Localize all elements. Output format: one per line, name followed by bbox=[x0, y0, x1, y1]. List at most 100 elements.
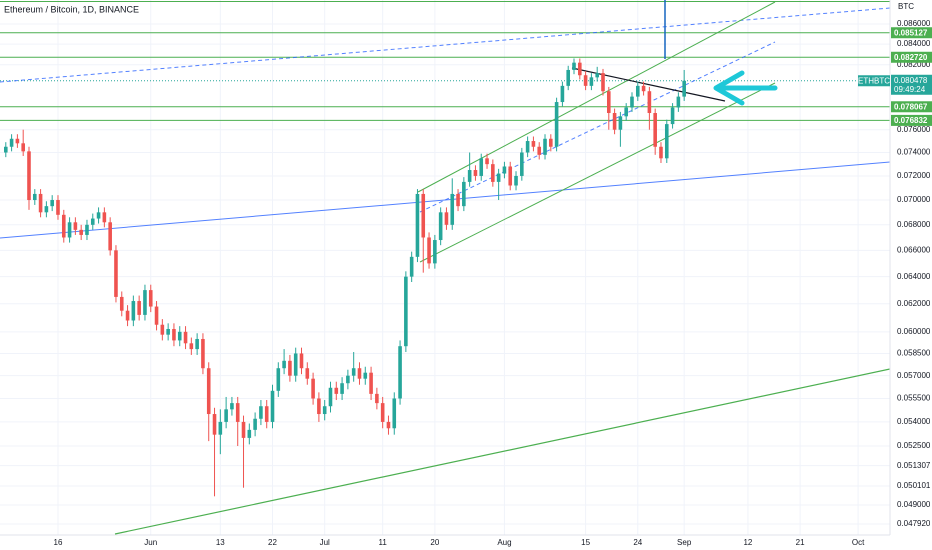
candle-body bbox=[630, 96, 634, 108]
candle-body bbox=[525, 141, 530, 153]
candle-body bbox=[560, 85, 565, 103]
candle-body bbox=[473, 170, 478, 176]
candle-body bbox=[154, 306, 159, 325]
x-tick-label: 11 bbox=[379, 538, 388, 547]
level-label: 0.078067 bbox=[894, 102, 928, 111]
levels bbox=[0, 0, 890, 535]
x-tick-label: 21 bbox=[796, 538, 805, 547]
symbol-tag bbox=[858, 75, 890, 87]
candle-body bbox=[583, 75, 588, 86]
candle-body bbox=[409, 256, 414, 277]
candle-body bbox=[102, 212, 107, 223]
candle-body bbox=[38, 193, 43, 213]
candle-body bbox=[444, 212, 449, 225]
candle-body bbox=[380, 403, 385, 422]
candle-body bbox=[264, 406, 269, 422]
x-tick-label: 22 bbox=[268, 538, 277, 547]
candle-body bbox=[311, 378, 315, 399]
candle-body bbox=[398, 346, 402, 399]
candles bbox=[4, 58, 686, 497]
last-price-tag bbox=[891, 74, 932, 95]
candle-body bbox=[218, 421, 223, 435]
countdown-label: 09:49:24 bbox=[894, 85, 926, 94]
candle-body bbox=[183, 331, 188, 344]
y-tick-label: 0.060000 bbox=[897, 327, 931, 336]
x-tick-label: Jun bbox=[144, 538, 157, 547]
y-tick-label: 0.052500 bbox=[897, 441, 931, 450]
candle-body bbox=[56, 200, 60, 215]
y-tick-label: 0.086000 bbox=[897, 19, 931, 28]
y-tick-label: 0.054000 bbox=[897, 417, 931, 426]
candle-body bbox=[346, 375, 350, 384]
candle-body bbox=[496, 173, 501, 182]
candle-body bbox=[259, 406, 263, 419]
candle-body bbox=[143, 290, 147, 315]
candle-body bbox=[334, 387, 339, 394]
candle-body bbox=[549, 138, 553, 147]
x-tick-label: 15 bbox=[581, 538, 590, 547]
candle-body bbox=[148, 290, 153, 307]
y-tick-label: 0.070000 bbox=[897, 195, 931, 204]
y-tick-label: 0.064000 bbox=[897, 272, 931, 281]
candle-body bbox=[131, 301, 136, 321]
trend-line bbox=[114, 368, 891, 535]
channel-line bbox=[417, 1, 776, 193]
level-tag bbox=[891, 114, 932, 126]
candle-body bbox=[520, 152, 524, 176]
x-tick-label: 20 bbox=[430, 538, 439, 547]
candle-body bbox=[166, 328, 170, 335]
candle-body bbox=[624, 107, 628, 117]
candle-body bbox=[479, 158, 484, 176]
candle-body bbox=[595, 73, 599, 78]
candle-body bbox=[201, 338, 205, 369]
candle-body bbox=[467, 170, 472, 182]
candle-body bbox=[415, 193, 420, 257]
candle-body bbox=[328, 387, 333, 407]
level-label: 0.082720 bbox=[894, 53, 928, 62]
candle-body bbox=[351, 368, 356, 376]
candle-body bbox=[438, 212, 443, 241]
candle-body bbox=[537, 146, 542, 155]
y-tick-label: 0.082000 bbox=[897, 60, 931, 69]
level-label: 0.085127 bbox=[894, 28, 928, 37]
candle-body bbox=[664, 124, 669, 159]
candle-body bbox=[4, 146, 8, 153]
candle-body bbox=[612, 112, 617, 130]
x-tick-label: Sep bbox=[677, 538, 692, 547]
symbol-label: ETHBTC bbox=[858, 76, 890, 85]
candle-body bbox=[653, 112, 657, 147]
candle-body bbox=[282, 360, 286, 369]
candle-body bbox=[32, 193, 37, 201]
candle-body bbox=[676, 96, 681, 108]
candle-body bbox=[357, 368, 362, 379]
candle-body bbox=[241, 421, 246, 438]
candle-body bbox=[647, 91, 652, 113]
candle-body bbox=[404, 276, 408, 347]
candle-body bbox=[491, 164, 495, 182]
candle-body bbox=[601, 73, 605, 92]
candle-body bbox=[462, 181, 466, 207]
candle-body bbox=[253, 418, 257, 430]
candle-body bbox=[44, 206, 49, 213]
candle-body bbox=[206, 368, 211, 415]
candle-body bbox=[247, 429, 252, 438]
channel-line bbox=[419, 82, 776, 263]
candle-body bbox=[392, 398, 397, 429]
candle-body bbox=[618, 116, 623, 130]
candle-body bbox=[119, 296, 124, 311]
level-label: 0.076832 bbox=[894, 116, 928, 125]
candle-body bbox=[369, 372, 373, 394]
level-tag bbox=[891, 101, 932, 113]
candle-body bbox=[502, 166, 507, 174]
x-tick-label: 16 bbox=[54, 538, 63, 547]
candle-body bbox=[456, 193, 460, 207]
candle-body bbox=[50, 200, 54, 207]
x-tick-label: 12 bbox=[743, 538, 752, 547]
candle-body bbox=[299, 353, 304, 369]
candle-body bbox=[427, 237, 431, 264]
candle-body bbox=[375, 393, 379, 404]
candle-body bbox=[235, 403, 240, 422]
